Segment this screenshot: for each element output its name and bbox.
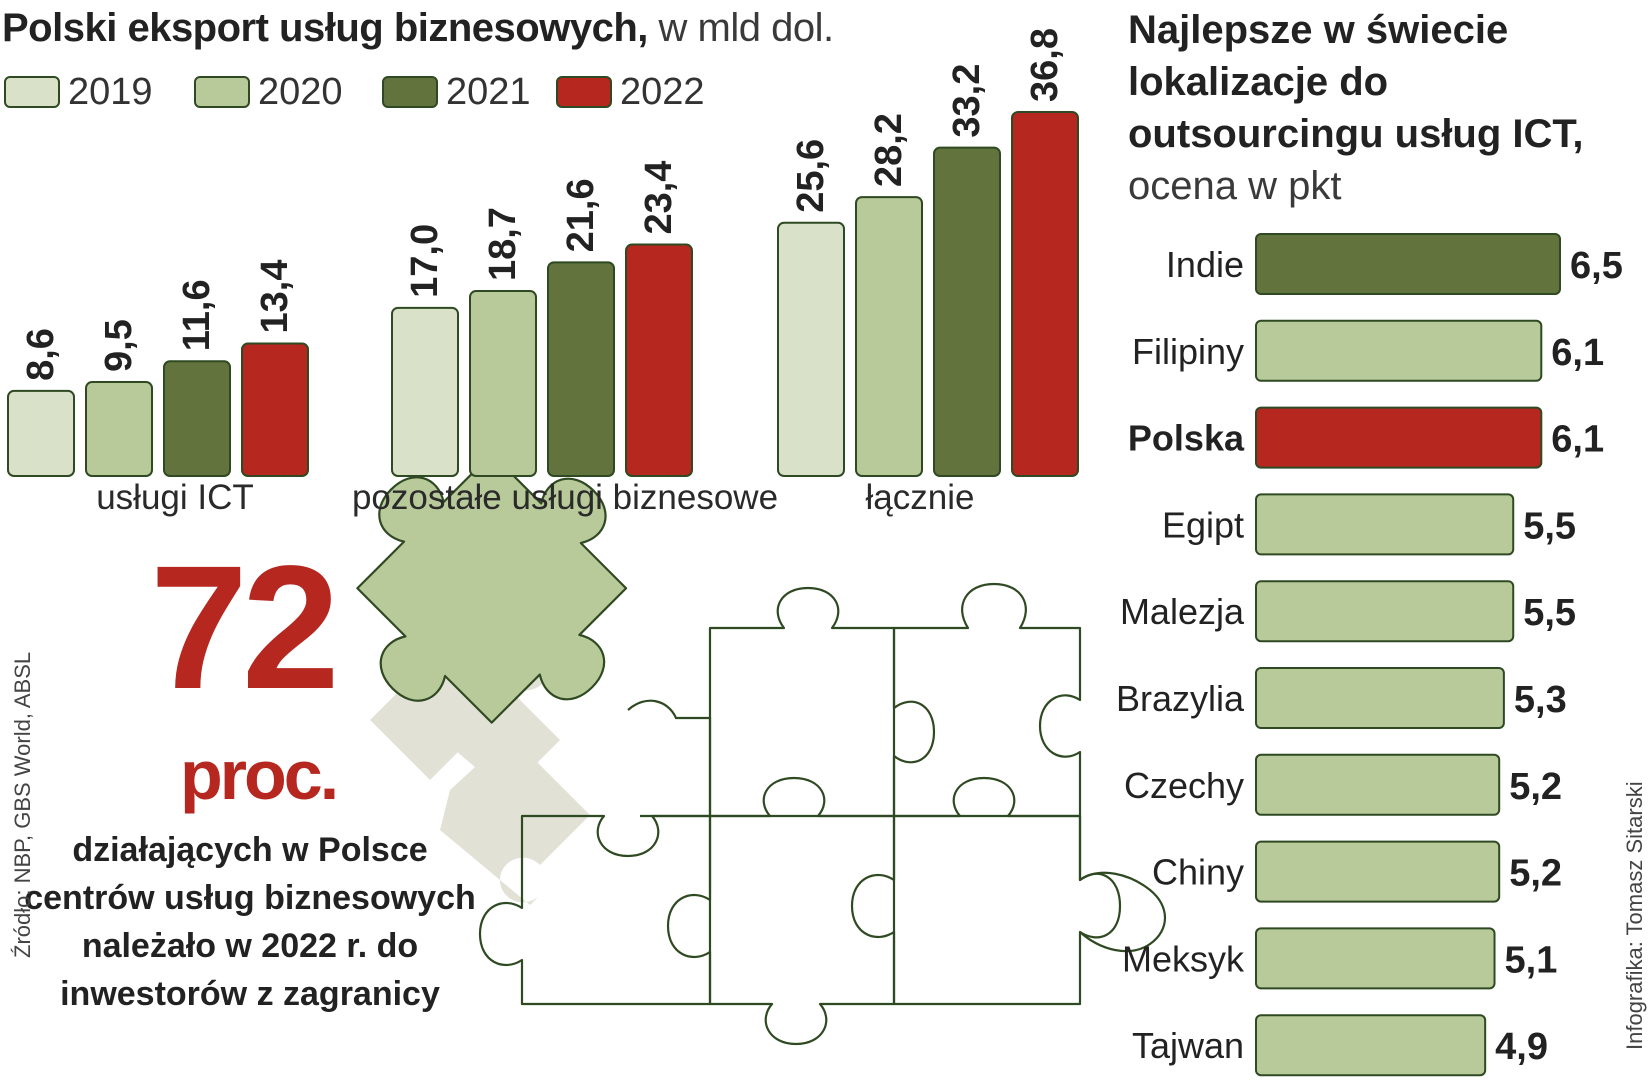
bar-value-label: 18,7 [482,207,524,281]
ranking-title-main: Najlepsze w świecie lokalizacje do outso… [1128,8,1584,156]
ranking-bar [1255,667,1505,729]
legend-label: 2019 [68,70,153,113]
bar-value-label: 8,6 [20,328,62,381]
bar-value-label: 9,5 [98,319,140,372]
bar-lacznie-2020 [855,196,923,477]
legend-item-2020: 2020 [194,70,343,113]
puzzle-piece-outline [478,814,712,1006]
bar-pozostale-uslugi-2022 [625,243,693,477]
legend-swatch [4,76,60,108]
ranking-country-label: Tajwan [1132,1025,1244,1066]
bar-value-label: 33,2 [946,64,988,138]
export-bar-chart: 8,6 9,5 11,6 13,4 17,0 18,7 21,6 23,4 25,6 28,2 33… [7,28,1079,478]
source-note: Źródło: NBP, GBS World, ABSL [10,651,35,958]
legend-swatch [556,76,612,108]
legend-item-2022: 2022 [556,70,705,113]
bar-pozostale-uslugi-2021 [547,261,615,478]
ranking-country-label: Filipiny [1132,331,1244,372]
ranking-bar [1255,319,1543,382]
ranking-bar-chart: Indie 6,5 Filipiny 6,1 Polska 6,1 Egipt 5,5 Male… [1116,233,1623,1077]
ranking-country-label: Meksyk [1122,938,1245,979]
puzzle-illustration [356,452,1166,1046]
bar-lacznie-2022 [1011,111,1079,477]
ranking-bar [1255,840,1501,903]
ranking-bar [1255,493,1515,556]
legend-swatch [194,76,250,108]
ranking-value-label: 5,5 [1523,505,1576,547]
ranking-value-label: 6,1 [1551,332,1604,374]
bar-uslugi-ict-2019 [7,389,75,477]
ranking-value-label: 5,3 [1514,679,1567,721]
bar-lacznie-2021 [933,146,1001,477]
puzzle-piece-outline [708,586,936,818]
ranking-country-label: Chiny [1152,852,1244,893]
ranking-bar [1255,233,1561,295]
stat-description: działających w Polsce centrów usług bizn… [24,831,476,1013]
puzzle-piece-highlight [356,452,628,724]
category-label-uslugi-ict: usługi ICT [96,478,254,517]
category-label-pozostale-uslugi: pozostałe usługi biznesowe [351,478,779,517]
export-title-unit: w mld dol. [647,6,835,50]
bar-value-label: 21,6 [560,178,602,252]
ranking-value-label: 5,2 [1509,766,1562,808]
puzzle-piece-outline [1078,816,1166,953]
ranking-chart-title: Najlepsze w świecie lokalizacje do outso… [1128,4,1648,212]
bar-value-label: 25,6 [790,139,832,213]
bar-value-label: 11,6 [176,279,218,351]
export-chart-title: Polski eksport usług biznesowych, w mld … [2,6,834,51]
stat-unit: proc. [180,736,339,814]
legend-label: 2021 [446,70,531,113]
bar-value-label: 36,8 [1024,28,1066,102]
stat-number: 72 [150,530,340,726]
puzzle-shadow [440,735,590,905]
puzzle-piece-outline [627,699,712,818]
ranking-bar [1255,406,1543,469]
legend-item-2019: 2019 [4,70,153,113]
export-title-main: Polski eksport usług biznesowych, [2,6,648,50]
ranking-country-label: Czechy [1124,765,1244,806]
ranking-country-label: Egipt [1162,504,1244,545]
bar-value-label: 23,4 [638,161,680,235]
bar-value-label: 17,0 [404,224,446,298]
legend-label: 2022 [620,70,705,113]
legend-item-2021: 2021 [382,70,531,113]
credit-note: Infografika: Tomasz Sitarski [1622,781,1647,1050]
ranking-bar [1255,753,1501,816]
ranking-value-label: 4,9 [1495,1026,1548,1068]
ranking-title-unit: ocena w pkt [1128,164,1342,208]
bar-value-label: 13,4 [254,259,296,333]
bar-uslugi-ict-2020 [85,381,153,478]
bar-pozostale-uslugi-2020 [469,290,537,478]
category-label-lacznie: łącznie [865,478,975,517]
ranking-value-label: 5,2 [1509,853,1562,895]
bar-lacznie-2019 [777,221,845,477]
ranking-bar [1255,580,1515,643]
ranking-value-label: 5,5 [1523,592,1576,634]
ranking-country-label: Malezja [1120,591,1245,632]
puzzle-piece-outline [892,776,1122,1006]
ranking-value-label: 5,1 [1505,939,1558,981]
legend-label: 2020 [258,70,343,113]
ranking-value-label: 6,5 [1570,245,1623,287]
ranking-value-label: 6,1 [1551,419,1604,461]
ranking-country-label: Brazylia [1116,678,1245,719]
ranking-country-label: Polska [1128,418,1245,459]
puzzle-piece-outline [708,776,896,1046]
legend-swatch [382,76,438,108]
bar-uslugi-ict-2021 [163,360,231,477]
ranking-bar [1255,927,1496,990]
bar-uslugi-ict-2022 [241,342,309,477]
puzzle-piece-outline [892,582,1082,818]
ranking-country-label: Indie [1166,244,1244,285]
ranking-bar [1255,1014,1487,1077]
bar-value-label: 28,2 [868,113,910,187]
bar-pozostale-uslugi-2019 [391,306,459,478]
